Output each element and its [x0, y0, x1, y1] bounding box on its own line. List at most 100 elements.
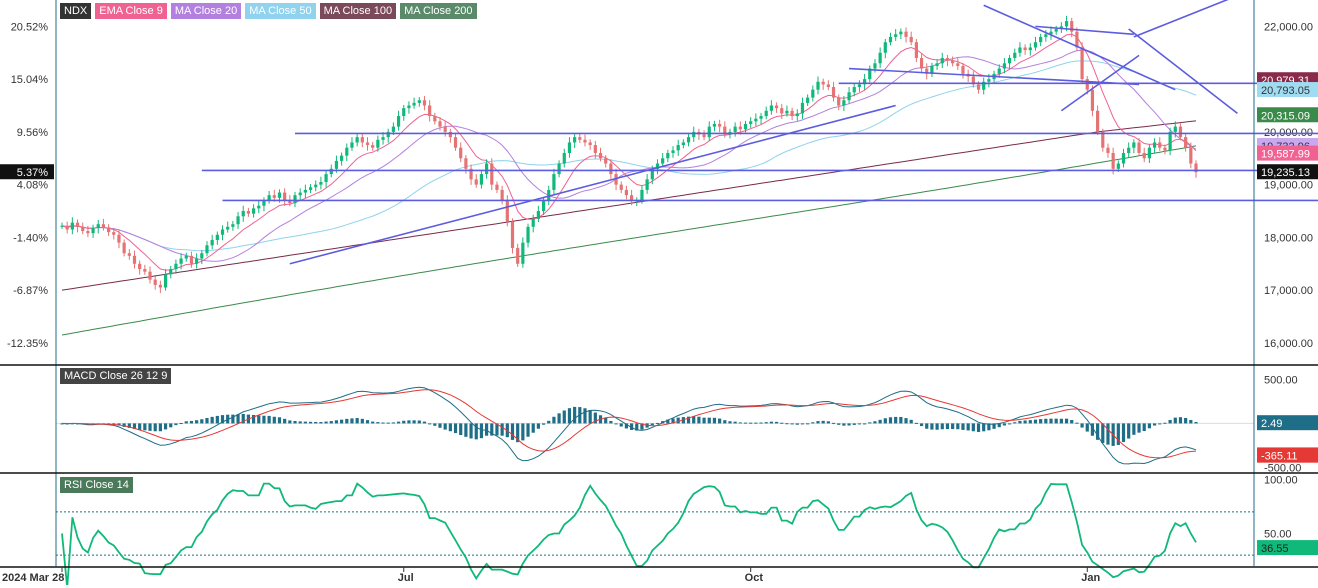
macd-histogram-bar [1194, 422, 1198, 424]
macd-histogram-bar [961, 423, 965, 430]
macd-histogram-bar [215, 415, 219, 424]
ma-20-line [61, 49, 1197, 262]
macd-histogram-bar [1070, 420, 1074, 424]
macd-histogram-bar [718, 418, 722, 424]
macd-histogram-bar [894, 416, 898, 424]
ma-200-line [61, 145, 1197, 336]
candle-body [117, 234, 121, 243]
candle-body [982, 81, 986, 90]
candle-body [971, 76, 975, 85]
pct-tick-label: 20.52% [11, 21, 49, 33]
macd-histogram-bar [759, 422, 763, 424]
price-label-bg [1257, 164, 1318, 180]
candle-body [153, 279, 157, 285]
macd-histogram-bar [272, 416, 276, 424]
macd-histogram-bar [428, 423, 432, 425]
macd-histogram-bar [769, 421, 773, 424]
macd-value-label: 2.49 [1261, 418, 1282, 430]
candle-body [433, 116, 437, 122]
macd-histogram-bar [671, 418, 675, 424]
candle-body [469, 168, 473, 180]
candle-body [381, 137, 385, 140]
macd-histogram-bar [1013, 422, 1017, 424]
macd-histogram-bar [831, 422, 836, 424]
legend-ma-200[interactable]: MA Close 200 [400, 3, 477, 19]
macd-histogram-bar [976, 423, 981, 432]
macd-histogram-bar [728, 421, 732, 424]
candle-body [1132, 142, 1136, 148]
macd-histogram-bar [966, 423, 970, 431]
macd-histogram-bar [1178, 417, 1183, 424]
candle-body [314, 184, 318, 188]
pct-tick-label: 9.56% [17, 127, 48, 139]
macd-histogram-bar [340, 419, 344, 424]
macd-histogram-bar [593, 412, 597, 424]
macd-histogram-bar [521, 423, 525, 441]
macd-histogram-bar [241, 413, 245, 424]
macd-histogram-bar [899, 416, 903, 424]
rsi-panel-label[interactable]: RSI Close 14 [60, 477, 133, 493]
macd-histogram-bar [474, 423, 478, 440]
macd-histogram-bar [251, 414, 256, 424]
candle-body [200, 253, 204, 259]
macd-histogram-bar [298, 421, 302, 424]
legend-ema-9[interactable]: EMA Close 9 [95, 3, 167, 19]
candle-body [107, 227, 111, 233]
macd-histogram-bar [940, 423, 944, 430]
macd-histogram-bar [624, 423, 629, 429]
legend-ndx[interactable]: NDX [60, 3, 92, 19]
candle-body [303, 189, 307, 193]
candle-body [70, 222, 74, 230]
macd-histogram-bar [386, 422, 390, 424]
macd-histogram-bar [371, 421, 375, 424]
macd-histogram-bar [676, 417, 680, 424]
macd-histogram-bar [350, 418, 354, 424]
candle-body [676, 145, 680, 151]
candle-body [376, 139, 380, 148]
legend-ma-100[interactable]: MA Close 100 [319, 3, 397, 19]
candle-body [1064, 21, 1069, 27]
macd-histogram-bar [635, 423, 639, 431]
macd-histogram-bar [490, 423, 494, 436]
macd-histogram-bar [811, 422, 815, 424]
macd-histogram-bar [847, 423, 851, 426]
candle-body [1033, 42, 1038, 48]
candle-body [96, 224, 100, 228]
current-pct-label: 5.37% [17, 167, 48, 179]
macd-signal-line [61, 389, 1197, 459]
candle-body [417, 100, 421, 103]
pct-tick-label: 15.04% [11, 74, 49, 86]
candle-body [914, 42, 918, 59]
macd-histogram-bar [1173, 417, 1177, 424]
candle-body [179, 258, 183, 264]
macd-panel-label[interactable]: MACD Close 26 12 9 [60, 368, 172, 384]
candle-body [541, 200, 546, 212]
macd-histogram-bar [992, 423, 996, 429]
candle-body [1121, 152, 1126, 164]
x-tick-label: Jul [398, 572, 414, 584]
candle-body [1007, 58, 1012, 64]
macd-histogram-bar [712, 417, 717, 424]
trendline [983, 4, 1176, 91]
macd-histogram-bar [852, 423, 856, 425]
legend-ma-50[interactable]: MA Close 50 [245, 3, 316, 19]
current-pct-bg [0, 164, 54, 180]
legend-ma-20[interactable]: MA Close 20 [170, 3, 242, 19]
candle-body [1111, 152, 1115, 169]
macd-histogram-bar [1059, 418, 1063, 424]
macd-histogram-bar [536, 423, 540, 429]
candle-body [795, 113, 799, 117]
candle-body [547, 189, 551, 201]
macd-histogram-bar [132, 423, 137, 430]
macd-histogram-bar [837, 423, 841, 425]
macd-histogram-bar [200, 419, 204, 424]
candle-body [490, 163, 494, 185]
candle-body [718, 123, 722, 127]
rsi-line [61, 482, 1197, 588]
price-tick-label: 16,000.00 [1264, 338, 1313, 350]
macd-histogram-bar [195, 420, 199, 424]
candle-body [624, 189, 629, 196]
ema-9-line [61, 33, 1197, 271]
